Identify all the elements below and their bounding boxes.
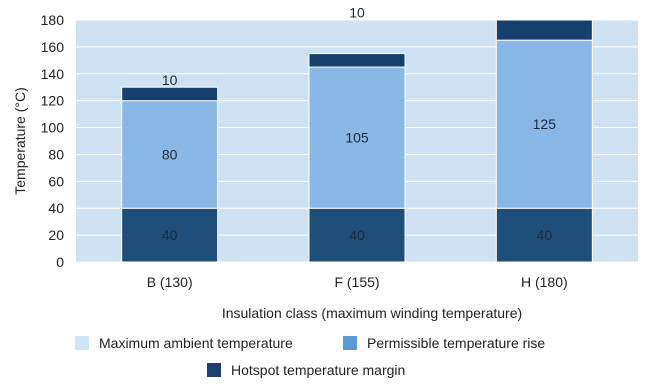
data-label: 10 <box>349 5 365 21</box>
x-axis-ticks: B (130) F (155) H (180) <box>147 274 568 290</box>
y-tick-label: 120 <box>41 93 65 109</box>
bar-segment <box>308 53 406 68</box>
data-label: 10 <box>162 72 178 88</box>
y-tick-label: 60 <box>48 173 64 189</box>
legend-swatch <box>75 336 89 350</box>
y-tick-label: 180 <box>41 12 65 28</box>
data-label: 105 <box>345 130 369 146</box>
data-label: 125 <box>533 116 557 132</box>
bar-segment <box>121 86 219 102</box>
data-label: 40 <box>349 227 365 243</box>
legend-label: Hotspot temperature margin <box>231 362 405 378</box>
y-tick-label: 140 <box>41 66 65 82</box>
y-axis-title: Temperature (°C) <box>12 87 28 195</box>
y-tick-label: 100 <box>41 120 65 136</box>
bars <box>121 19 593 263</box>
x-tick-label: B (130) <box>147 274 193 290</box>
y-tick-label: 20 <box>48 227 64 243</box>
bar-segment <box>495 39 593 209</box>
bar-segment <box>308 66 406 209</box>
legend: Maximum ambient temperature Permissible t… <box>75 335 545 378</box>
bar-segment <box>495 19 593 41</box>
data-label: 80 <box>162 146 178 162</box>
legend-swatch <box>343 336 357 350</box>
bar-segment <box>308 207 406 263</box>
y-tick-label: 0 <box>56 254 64 270</box>
legend-label: Permissible temperature rise <box>367 335 545 351</box>
bar-segment <box>121 207 219 263</box>
data-labels: 40801040105104012515 <box>162 5 557 244</box>
bar-segment <box>121 100 219 209</box>
data-label: 40 <box>537 227 553 243</box>
legend-label: Maximum ambient temperature <box>99 335 293 351</box>
y-tick-label: 40 <box>48 200 64 216</box>
x-axis-title: Insulation class (maximum winding temper… <box>222 305 522 321</box>
bar-segment <box>495 207 593 263</box>
legend-swatch <box>207 363 221 377</box>
y-tick-label: 160 <box>41 39 65 55</box>
y-axis-ticks: 0 20 40 60 80 100 120 140 160 180 <box>41 12 65 270</box>
x-tick-label: H (180) <box>521 274 568 290</box>
data-label: 40 <box>162 227 178 243</box>
y-tick-label: 80 <box>48 146 64 162</box>
x-tick-label: F (155) <box>334 274 379 290</box>
